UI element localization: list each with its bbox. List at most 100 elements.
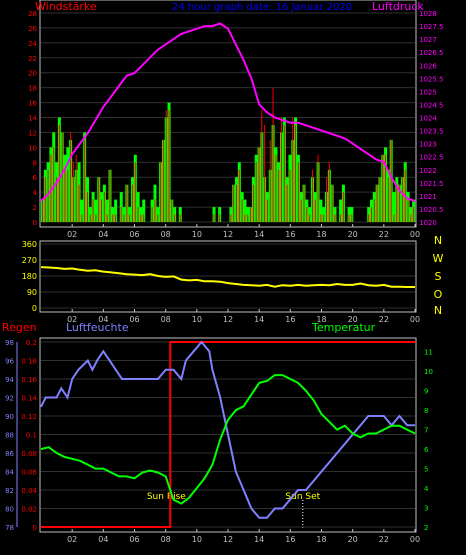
direction-tick-label: 180 [22,272,37,281]
rain-tick-label: 0.1 [26,432,37,440]
rain-tick-label: 0.12 [21,413,37,421]
temperature-tick-label: 4 [424,485,429,493]
wind-x-tick-label: 06 [129,230,139,239]
gust-bar [80,199,84,222]
pressure-tick-label: 1020.5 [419,206,444,214]
direction-tick-label: 90 [27,288,37,297]
humidity-tick-label: 96 [5,358,14,366]
gust-bar [319,199,323,222]
wind-bar [328,162,330,222]
wind-x-tick-label: 02 [67,230,77,239]
wind-bar [413,207,415,222]
humidity-tick-label: 86 [5,450,14,458]
wind-bar [244,214,246,222]
wind-bar [272,87,274,222]
wind-bar [331,184,333,222]
wind-bar [261,110,263,222]
wind-bar [306,207,308,222]
wind-bar [258,147,260,222]
wind-bar [41,199,43,222]
temperature-tick-label: 2 [424,524,428,532]
wind-bar [303,184,305,222]
pressure-tick-label: 1025.5 [419,75,444,83]
wind-bar [171,199,173,222]
wind-bar [393,214,395,222]
climate-x-tick-label: 08 [161,535,171,544]
pressure-tick-label: 1028 [419,10,437,18]
wind-x-tick-label: 08 [161,230,171,239]
rain-label: Regen [2,321,37,334]
pressure-tick-label: 1022 [419,167,437,175]
wind-x-tick-label: 04 [98,230,108,239]
pressure-tick-label: 1027.5 [419,23,444,31]
wind-bar [320,214,322,222]
wind-bar [382,154,384,222]
gust-bar [136,192,140,222]
wind-tick-label: 14 [28,115,37,123]
wind-bar [89,214,91,222]
gust-bar [119,192,123,222]
direction-x-tick-label: 00 [410,315,420,324]
wind-bar [269,139,271,222]
wind-bar [84,139,86,222]
pressure-tick-label: 1021.5 [419,180,444,188]
wind-bar [109,169,111,223]
wind-bar [295,125,297,222]
wind-bar [396,184,398,222]
wind-bar [165,110,167,222]
climate-x-tick-label: 10 [192,535,202,544]
wind-bar [162,139,164,222]
wind-bar [120,207,122,222]
wind-tick-label: 4 [33,189,38,197]
wind-panel-frame [39,0,417,228]
wind-bar [86,192,88,222]
wind-bar [314,199,316,222]
wind-bar [131,184,133,222]
wind-bar [317,154,319,222]
rain-tick-label: 0.08 [21,450,37,458]
wind-x-tick-label: 14 [254,230,264,239]
direction-x-tick-label: 10 [192,315,202,324]
direction-tick-label: 270 [22,256,37,265]
wind-bar [219,214,221,222]
wind-bar [410,214,412,222]
compass-label: O [434,288,443,301]
climate-x-tick-label: 18 [316,535,326,544]
climate-x-tick-label: 06 [129,535,139,544]
gust-bar [339,199,343,222]
gust-bar [243,199,247,222]
compass-label: W [433,252,444,265]
wind-bar [385,154,387,222]
direction-x-tick-label: 18 [316,315,326,324]
direction-x-tick-label: 08 [161,315,171,324]
wind-tick-label: 12 [28,129,37,137]
wind-bar [174,214,176,222]
wind-bar [72,162,74,222]
pressure-tick-label: 1026.5 [419,49,444,57]
wind-bar [98,177,100,222]
wind-bar [373,199,375,222]
direction-tick-label: 360 [22,240,37,249]
wind-bar [115,214,117,222]
direction-x-tick-label: 16 [285,315,295,324]
wind-bar [129,214,131,222]
direction-x-tick-label: 14 [254,315,264,324]
wind-bar [134,162,136,222]
climate-x-tick-label: 16 [285,535,295,544]
wind-bar [67,169,69,223]
wind-bar [264,125,266,222]
gust-bar [94,199,98,222]
wind-bar [233,184,235,222]
wind-bar [160,162,162,222]
wind-tick-label: 24 [28,40,37,48]
wind-x-tick-label: 22 [379,230,389,239]
wind-x-tick-label: 10 [192,230,202,239]
humidity-label: Luftfeuchte [66,321,129,334]
climate-x-tick-label: 04 [98,535,108,544]
climate-x-tick-label: 20 [348,535,358,544]
wind-bar [250,207,252,222]
wind-x-tick-label: 18 [316,230,326,239]
wind-bar [266,199,268,222]
humidity-tick-label: 82 [5,487,14,495]
